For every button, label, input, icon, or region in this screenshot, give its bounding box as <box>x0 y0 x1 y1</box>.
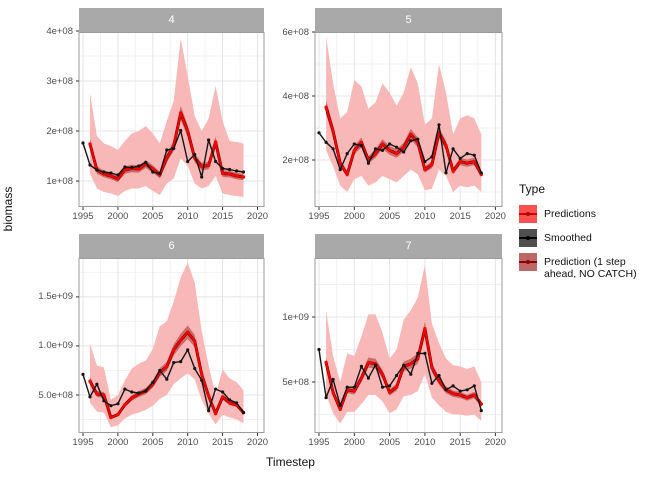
prediction-1-step-key-swatch-icon <box>519 253 537 271</box>
facet-strip-6-label: 6 <box>168 240 175 252</box>
facet-panel-5-plot: 6e+08 4e+08 2e+08 1995 2000 2005 2010 2015 2020 <box>282 27 506 223</box>
y-axis-title: biomass <box>1 186 15 232</box>
y-tick-label: 6e+08 <box>282 26 309 38</box>
x-axis-title: Timestep <box>266 455 315 469</box>
x-tick-label: 2010 <box>177 437 199 448</box>
x-tick-label: 1995 <box>308 211 330 222</box>
legend-item-predictions: Predictions <box>519 205 671 223</box>
x-tick-label: 2020 <box>484 437 506 448</box>
facet-strip-7: 7 <box>315 234 502 258</box>
x-tick-label: 2000 <box>343 437 365 448</box>
x-tick-label: 2005 <box>142 437 164 448</box>
x-tick-label: 1995 <box>308 437 330 448</box>
legend-item-smoothed: Smoothed <box>519 229 671 247</box>
x-tick-label: 2000 <box>343 211 365 222</box>
y-tick-label: 1e+08 <box>46 175 73 187</box>
legend-item-prediction-1-step: Prediction (1 step ahead, NO CATCH) <box>519 253 671 280</box>
x-tick-label: 2010 <box>414 437 436 448</box>
x-tick-label: 2010 <box>414 211 436 222</box>
x-tick-label: 2000 <box>107 211 129 222</box>
predictions-key-swatch-icon <box>519 205 537 223</box>
x-tick-label: 2005 <box>379 437 401 448</box>
y-tick-label: 3e+08 <box>46 75 73 87</box>
y-tick-label: 2e+08 <box>282 154 309 166</box>
smoothed-key-swatch-icon <box>519 229 537 247</box>
facet-strip-6: 6 <box>79 234 264 258</box>
x-tick-label: 1995 <box>72 211 94 222</box>
facet-strip-5: 5 <box>315 8 502 32</box>
legend: Type Predictions Smoothed Prediction (1 … <box>519 182 671 286</box>
legend-title: Type <box>519 182 546 196</box>
x-tick-label: 2020 <box>246 211 269 222</box>
x-tick-label: 2010 <box>177 211 199 222</box>
x-tick-label: 2020 <box>484 211 506 222</box>
y-tick-label: 5.0e+08 <box>38 389 73 401</box>
facet-strip-5-label: 5 <box>405 14 412 26</box>
x-tick-label: 2005 <box>379 211 401 222</box>
y-tick-label: 2e+08 <box>46 125 73 137</box>
x-tick-label: 2015 <box>212 211 234 222</box>
facet-strip-7-label: 7 <box>405 240 412 252</box>
x-tick-label: 2015 <box>212 437 234 448</box>
facet-strip-4-label: 4 <box>168 14 175 26</box>
x-tick-label: 2005 <box>142 211 164 222</box>
y-tick-label: 5e+08 <box>282 376 309 388</box>
facet-panel-4-plot: 4e+08 3e+08 2e+08 1e+08 1995 2000 2005 2010 2015… <box>46 26 268 223</box>
x-tick-label: 1995 <box>72 437 94 448</box>
facet-strip-4: 4 <box>79 8 264 32</box>
y-tick-label: 4e+08 <box>282 90 309 102</box>
y-tick-label: 1e+09 <box>282 311 309 323</box>
x-tick-label: 2015 <box>449 437 471 448</box>
legend-label-prediction-1-step: Prediction (1 step ahead, NO CATCH) <box>544 256 637 280</box>
legend-label-smoothed: Smoothed <box>544 232 592 244</box>
facet-panel-7-plot: 1e+09 5e+08 1995 2000 2005 2010 2015 2020 <box>282 258 506 448</box>
facet-panel-6-plot: 1.5e+09 1.0e+09 5.0e+08 1995 2000 2005 2010 201… <box>38 258 268 448</box>
y-tick-label: 1.5e+09 <box>38 291 73 303</box>
x-tick-label: 2015 <box>449 211 471 222</box>
y-tick-label: 4e+08 <box>46 25 73 37</box>
x-tick-label: 2020 <box>246 437 269 448</box>
legend-label-predictions: Predictions <box>544 208 596 220</box>
y-tick-label: 1.0e+09 <box>38 340 73 352</box>
x-tick-label: 2000 <box>107 437 129 448</box>
